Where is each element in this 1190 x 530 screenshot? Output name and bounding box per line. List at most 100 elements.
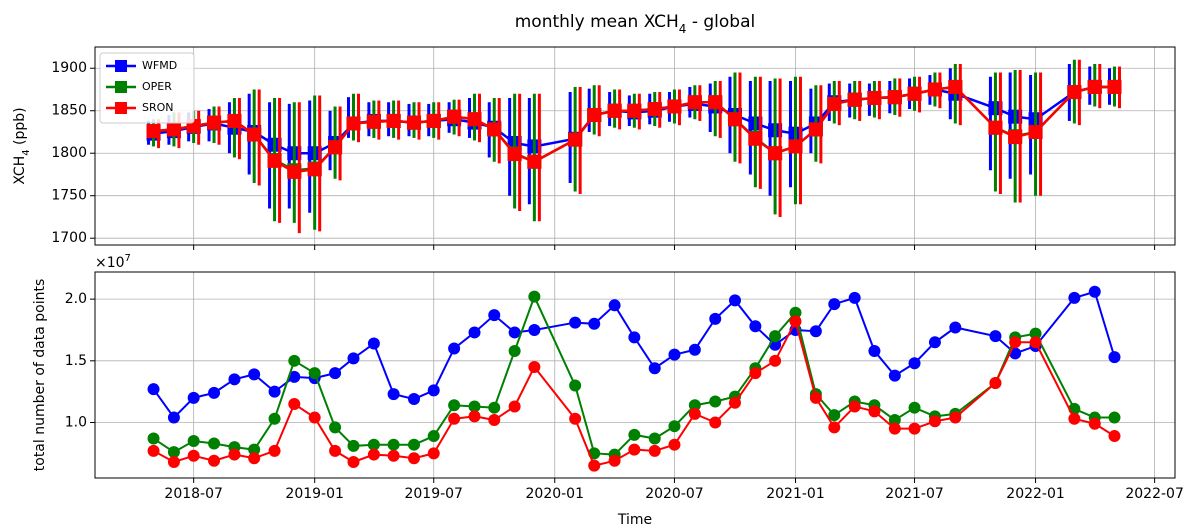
marker [528,290,541,303]
marker [648,362,661,375]
marker [508,344,521,357]
marker [569,316,582,329]
marker [587,107,602,122]
marker [908,401,921,414]
marker [528,360,541,373]
marker [387,449,400,462]
plot-area [146,59,1122,234]
marker [708,95,723,110]
marker [307,162,322,177]
marker [769,354,782,367]
marker [468,400,481,413]
marker [346,116,361,131]
legend-label: OPER [142,80,172,93]
ylabel-sub: 4 [21,149,32,155]
marker [228,373,241,386]
marker [749,367,762,380]
marker [828,409,841,422]
marker [1029,327,1042,340]
marker [848,400,861,413]
marker [227,113,242,128]
legend-label: SRON [142,101,174,114]
marker [288,370,301,383]
marker [448,342,461,355]
marker [888,422,901,435]
x-tick-label: 2022-01 [1006,486,1065,502]
x-tick-label: 2021-07 [885,486,944,502]
marker [268,444,281,457]
marker [749,320,762,333]
marker [347,455,360,468]
marker [167,446,180,459]
marker [207,115,222,130]
series-line [153,318,1116,467]
marker [628,331,641,344]
x-axis-label: Time [617,512,652,528]
marker [1009,336,1022,349]
marker [208,454,221,467]
marker [487,122,502,137]
marker [948,79,963,94]
marker [288,354,301,367]
marker [147,444,160,457]
marker [867,90,882,105]
marker [1029,336,1042,349]
marker [387,388,400,401]
marker [608,454,621,467]
marker [688,343,701,356]
marker [167,411,180,424]
marker [228,448,241,461]
marker [809,325,822,338]
y-offset-label: ×107 [95,253,131,272]
marker [668,420,681,433]
marker [1008,130,1023,145]
marker [928,415,941,428]
plot-area [147,285,1121,472]
marker [248,368,261,381]
plot-frame [94,46,1176,246]
marker [988,120,1003,135]
marker [608,299,621,312]
marker [468,326,481,339]
marker [949,411,962,424]
marker [447,109,462,124]
marker [868,405,881,418]
marker [1107,79,1122,94]
marker [847,92,862,107]
marker [488,414,501,427]
marker [668,348,681,361]
marker [789,315,802,328]
marker [208,386,221,399]
marker [467,112,482,127]
y-tick-label: 2.0 [65,291,87,307]
series-line [152,290,1116,420]
marker [287,164,302,179]
marker [568,132,583,147]
y-tick-label: 1850 [51,103,87,119]
marker [1108,351,1121,364]
offset-base: ×10 [95,255,125,271]
marker [308,367,321,380]
marker [488,401,501,414]
offset-exp: 7 [125,253,131,264]
marker [468,410,481,423]
marker [827,96,842,111]
marker [488,309,501,322]
marker [569,379,582,392]
marker [329,444,342,457]
marker [809,391,822,404]
marker [908,357,921,370]
x-tick-label: 2021-01 [766,486,825,502]
marker [508,326,521,339]
marker [528,323,541,336]
marker [427,430,440,443]
title-sub: 4 [679,22,687,36]
marker [367,438,380,451]
marker [709,395,722,408]
y-axis-label: XCH4 (ppb) [12,107,32,184]
marker [627,103,642,118]
marker [887,90,902,105]
marker [648,444,661,457]
x-tick-label: 2019-01 [285,486,344,502]
marker [367,337,380,350]
